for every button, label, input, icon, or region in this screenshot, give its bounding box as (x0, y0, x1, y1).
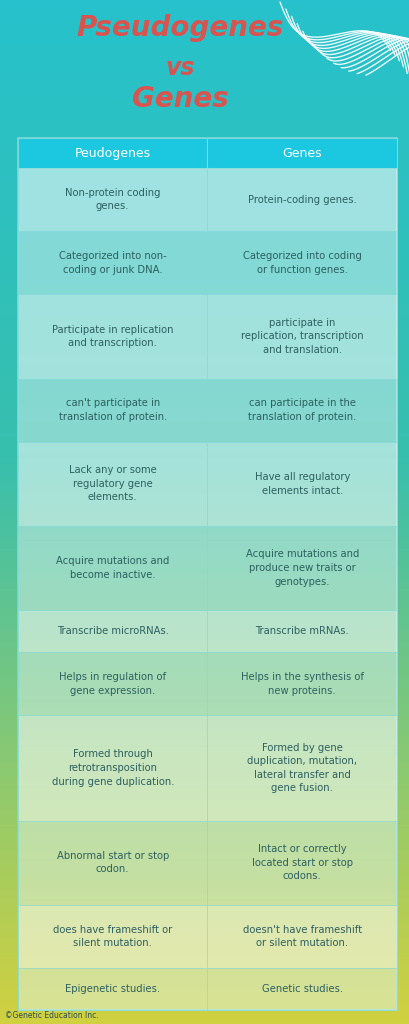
FancyBboxPatch shape (207, 526, 396, 610)
Text: Genes: Genes (132, 85, 228, 113)
Text: participate in
replication, transcription
and translation.: participate in replication, transcriptio… (240, 317, 363, 355)
FancyBboxPatch shape (207, 138, 396, 168)
FancyBboxPatch shape (207, 231, 396, 294)
FancyBboxPatch shape (207, 168, 396, 231)
Text: Transcribe microRNAs.: Transcribe microRNAs. (56, 626, 169, 636)
FancyBboxPatch shape (18, 168, 207, 231)
FancyBboxPatch shape (207, 968, 396, 1010)
FancyBboxPatch shape (207, 441, 396, 526)
FancyBboxPatch shape (207, 716, 396, 820)
FancyBboxPatch shape (207, 905, 396, 968)
Text: Genes: Genes (282, 146, 321, 160)
FancyBboxPatch shape (18, 379, 207, 441)
Text: Protein-coding genes.: Protein-coding genes. (247, 195, 356, 205)
Text: Peudogenes: Peudogenes (74, 146, 151, 160)
FancyBboxPatch shape (207, 820, 396, 905)
FancyBboxPatch shape (207, 610, 396, 652)
Text: doesn't have frameshift
or silent mutation.: doesn't have frameshift or silent mutati… (242, 925, 361, 948)
FancyBboxPatch shape (18, 441, 207, 526)
Text: Helps in regulation of
gene expression.: Helps in regulation of gene expression. (59, 672, 166, 695)
Text: Acquire mutations and
become inactive.: Acquire mutations and become inactive. (56, 556, 169, 580)
Text: does have frameshift or
silent mutation.: does have frameshift or silent mutation. (53, 925, 172, 948)
FancyBboxPatch shape (18, 231, 207, 294)
FancyBboxPatch shape (207, 379, 396, 441)
Text: Participate in replication
and transcription.: Participate in replication and transcrip… (52, 325, 173, 348)
Text: Categorized into coding
or function genes.: Categorized into coding or function gene… (242, 251, 361, 274)
Text: Formed through
retrotransposition
during gene duplication.: Formed through retrotransposition during… (52, 750, 173, 786)
Text: Non-protein coding
genes.: Non-protein coding genes. (65, 187, 160, 211)
Text: Epigenetic studies.: Epigenetic studies. (65, 984, 160, 994)
Text: Transcribe mRNAs.: Transcribe mRNAs. (255, 626, 348, 636)
Text: Have all regulatory
elements intact.: Have all regulatory elements intact. (254, 472, 349, 496)
Text: Categorized into non-
coding or junk DNA.: Categorized into non- coding or junk DNA… (59, 251, 166, 274)
Text: Abnormal start or stop
codon.: Abnormal start or stop codon. (56, 851, 169, 874)
Text: ©Genetic Education Inc.: ©Genetic Education Inc. (5, 1011, 99, 1020)
Text: Acquire mutations and
produce new traits or
genotypes.: Acquire mutations and produce new traits… (245, 549, 358, 587)
FancyBboxPatch shape (207, 294, 396, 379)
Text: can't participate in
translation of protein.: can't participate in translation of prot… (58, 398, 166, 422)
Text: Formed by gene
duplication, mutation,
lateral transfer and
gene fusion.: Formed by gene duplication, mutation, la… (247, 742, 356, 794)
FancyBboxPatch shape (18, 968, 207, 1010)
Text: Pseudogenes: Pseudogenes (76, 14, 283, 42)
Text: Genetic studies.: Genetic studies. (261, 984, 342, 994)
FancyBboxPatch shape (18, 652, 207, 716)
FancyBboxPatch shape (18, 820, 207, 905)
Text: vs: vs (165, 56, 195, 80)
Text: Helps in the synthesis of
new proteins.: Helps in the synthesis of new proteins. (240, 672, 363, 695)
FancyBboxPatch shape (18, 526, 207, 610)
Text: Lack any or some
regulatory gene
elements.: Lack any or some regulatory gene element… (69, 465, 156, 503)
FancyBboxPatch shape (18, 905, 207, 968)
FancyBboxPatch shape (18, 294, 207, 379)
FancyBboxPatch shape (18, 716, 207, 820)
FancyBboxPatch shape (18, 610, 207, 652)
FancyBboxPatch shape (18, 138, 207, 168)
Text: Intact or correctly
located start or stop
codons.: Intact or correctly located start or sto… (251, 844, 352, 882)
Text: can participate in the
translation of protein.: can participate in the translation of pr… (247, 398, 355, 422)
FancyBboxPatch shape (207, 652, 396, 716)
